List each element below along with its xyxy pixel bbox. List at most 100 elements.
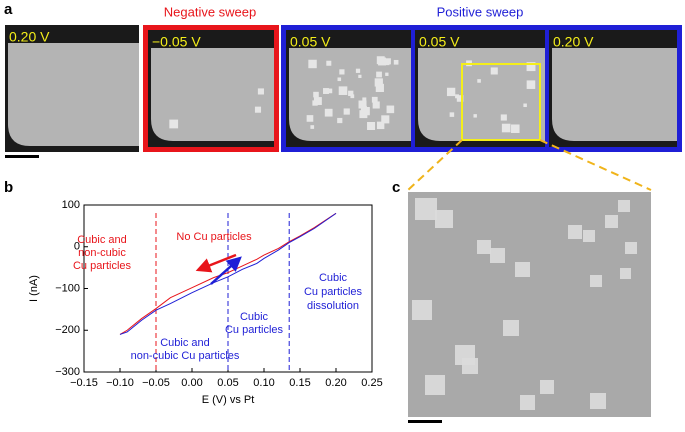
particle (308, 59, 317, 69)
particle (337, 77, 342, 82)
x-tick-label: 0.10 (253, 377, 274, 389)
particle (490, 67, 498, 75)
particle (376, 71, 382, 78)
x-tick-label: −0.05 (142, 377, 170, 389)
particle (526, 80, 536, 89)
particle (376, 56, 385, 65)
particle (367, 121, 376, 131)
electrode (418, 48, 545, 141)
particle (338, 86, 348, 95)
panel-label: a (4, 1, 13, 18)
sweep-label: Positive sweep (437, 4, 524, 19)
particle (456, 95, 464, 102)
particle (540, 380, 554, 394)
particle (415, 198, 437, 220)
annotation: No Cu particles (176, 231, 252, 243)
x-tick-label: 0.15 (289, 377, 310, 389)
image-label: 0.05 V (419, 34, 460, 50)
sweep-label: Negative sweep (164, 4, 257, 19)
particle (449, 112, 455, 117)
particle (376, 121, 385, 130)
particle (425, 375, 445, 395)
particle (490, 248, 505, 263)
particle (257, 88, 264, 95)
particle (526, 62, 536, 72)
x-tick-label: 0.25 (361, 377, 382, 389)
particle (503, 320, 519, 336)
particle (337, 117, 343, 124)
x-tick-label: 0.00 (181, 377, 202, 389)
particle (310, 125, 315, 129)
annotation: Cubic and (160, 337, 210, 349)
annotation: Cu particles (304, 286, 363, 298)
image-label: 0.20 V (553, 34, 594, 50)
particle (324, 108, 333, 117)
annotation: dissolution (307, 300, 359, 312)
image-label: 0.20 V (9, 29, 50, 45)
particle (625, 242, 637, 254)
micrograph (408, 192, 651, 417)
particle (500, 114, 507, 121)
particle (501, 123, 511, 133)
image-label: −0.05 V (152, 34, 201, 50)
series-line (119, 212, 337, 335)
particle (568, 225, 582, 239)
panel-label: c (392, 179, 400, 196)
panel-label: b (4, 179, 13, 196)
particle (313, 97, 322, 105)
particle (473, 114, 477, 118)
x-tick-label: −0.15 (70, 377, 98, 389)
scale-bar (408, 420, 442, 423)
particle (355, 68, 361, 73)
particle (358, 100, 367, 109)
particle (384, 58, 391, 65)
y-tick-label: −200 (55, 324, 80, 336)
particle (374, 78, 383, 87)
annotation: Cubic and (77, 234, 127, 246)
particle (326, 60, 332, 66)
particle (605, 215, 618, 228)
particle (523, 103, 527, 108)
particle (362, 97, 367, 102)
particle (371, 96, 378, 103)
particle (412, 300, 432, 320)
particle (358, 74, 362, 78)
electrode (151, 48, 274, 141)
zoom-line (539, 139, 652, 191)
y-tick-label: −300 (55, 366, 80, 378)
particle (381, 115, 390, 124)
particle (339, 69, 345, 75)
y-tick-label: 0 (74, 241, 80, 253)
particle (477, 240, 491, 254)
particle (169, 119, 179, 129)
annotation: Cubic (319, 272, 348, 284)
particle (323, 88, 329, 94)
x-tick-label: 0.05 (217, 377, 238, 389)
particle (386, 105, 395, 114)
particle (446, 87, 456, 97)
y-axis-label: I (nA) (28, 275, 40, 302)
annotation: non-cubic (78, 247, 126, 259)
particle (520, 395, 535, 410)
particle (462, 358, 478, 374)
y-tick-label: −100 (55, 282, 80, 294)
particle (511, 124, 520, 134)
particle (327, 88, 333, 94)
image-label: 0.05 V (290, 34, 331, 50)
particle (583, 230, 595, 242)
particle (313, 91, 319, 98)
particle (343, 108, 350, 115)
annotation: Cubic (240, 311, 269, 323)
particle (254, 106, 262, 113)
particle (477, 79, 481, 83)
annotation: Cu particles (73, 260, 132, 272)
particle (377, 87, 381, 91)
particle (348, 90, 354, 97)
x-tick-label: 0.20 (325, 377, 346, 389)
particle (350, 94, 355, 99)
x-axis-label: E (V) vs Pt (202, 394, 255, 406)
particle (393, 59, 399, 65)
particle (385, 72, 389, 76)
particle (620, 268, 631, 279)
